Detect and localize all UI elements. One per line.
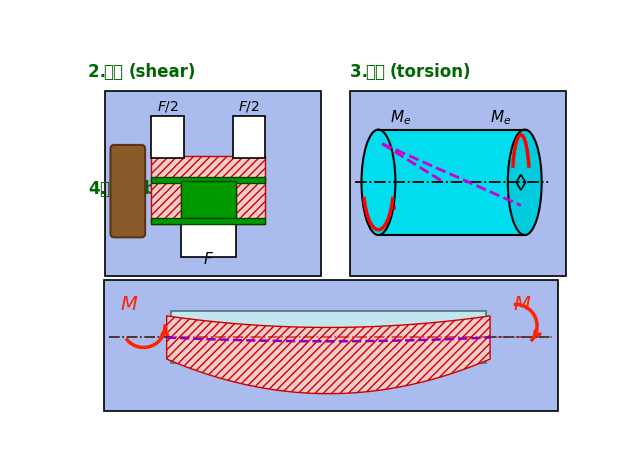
Bar xyxy=(151,116,184,158)
Text: 3.: 3. xyxy=(350,63,374,80)
Bar xyxy=(151,218,266,224)
Bar xyxy=(151,180,181,224)
Text: $M$: $M$ xyxy=(513,296,532,314)
FancyBboxPatch shape xyxy=(111,145,145,237)
Text: $M_e$: $M_e$ xyxy=(390,108,412,126)
Text: $F/2$: $F/2$ xyxy=(157,99,178,114)
Text: (bending): (bending) xyxy=(125,180,228,197)
Bar xyxy=(350,91,566,276)
Bar xyxy=(104,280,558,411)
Bar xyxy=(151,177,266,183)
Bar xyxy=(236,180,266,224)
Text: 弯曲: 弯曲 xyxy=(99,180,119,197)
Text: 2.: 2. xyxy=(88,63,112,80)
Text: 扭转: 扭转 xyxy=(365,63,385,80)
Ellipse shape xyxy=(508,130,541,235)
Text: $M_e$: $M_e$ xyxy=(490,108,511,126)
Text: (torsion): (torsion) xyxy=(390,63,471,80)
Text: (shear): (shear) xyxy=(128,63,195,80)
Bar xyxy=(379,130,525,235)
Bar xyxy=(151,157,266,180)
Bar xyxy=(181,181,236,218)
Text: $F/2$: $F/2$ xyxy=(239,99,260,114)
Bar xyxy=(233,116,266,158)
Ellipse shape xyxy=(361,130,395,235)
Bar xyxy=(105,91,321,276)
Text: $M$: $M$ xyxy=(120,296,139,314)
Bar xyxy=(170,311,486,363)
Text: $F$: $F$ xyxy=(203,251,213,267)
Text: 剪切: 剪切 xyxy=(104,63,123,80)
Polygon shape xyxy=(167,316,490,394)
Bar xyxy=(181,222,236,257)
Text: 4.: 4. xyxy=(88,180,106,197)
